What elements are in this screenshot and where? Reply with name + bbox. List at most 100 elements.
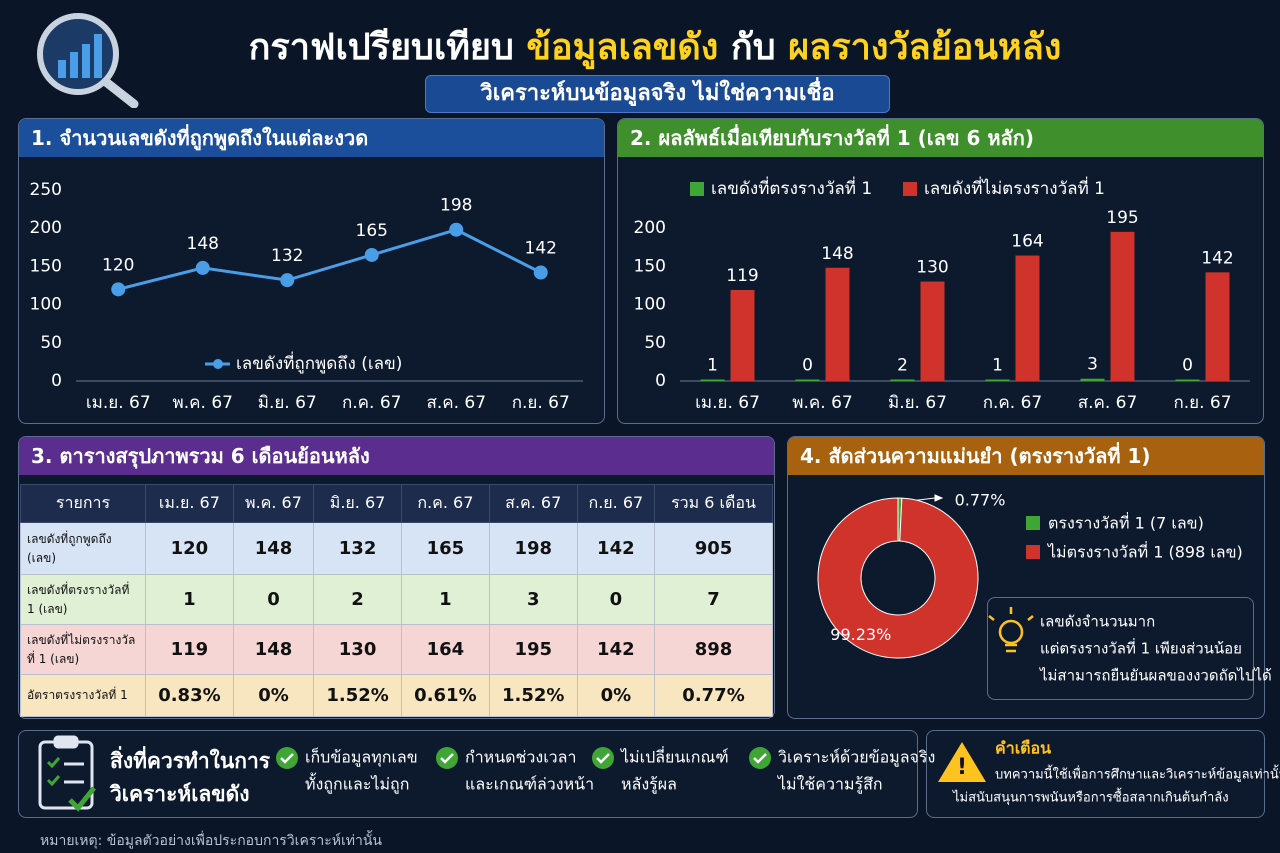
- table-cell: 905: [654, 522, 773, 575]
- table-cell: 1: [145, 574, 234, 625]
- table-row: อัตราตรงรางวัลที่ 1 0.83% 0% 1.52% 0.61% 1.52…: [20, 674, 773, 717]
- point: [111, 282, 126, 297]
- table-cell: 132: [313, 522, 402, 575]
- data-label: 148: [187, 234, 219, 254]
- y-tick-label: 0: [655, 371, 666, 391]
- annotation: ไม่สามารถยืนยันผลของงวดถัดไปได้: [1039, 667, 1272, 685]
- panel-title: 1. จำนวนเลขดังที่ถูกพูดถึงในแต่ละงวด: [19, 119, 604, 157]
- bar: [1205, 272, 1230, 381]
- bar: [730, 289, 755, 381]
- legend-label: ไม่ตรงรางวัลที่ 1 (898 เลข): [1046, 541, 1243, 562]
- table-cell: เลขดังที่ถูกพูดถึง (เลข): [20, 522, 146, 575]
- table-cell: 148: [232, 522, 315, 575]
- table-cell: 195: [488, 624, 578, 675]
- table-cell: 0.77%: [654, 674, 773, 717]
- x-tick-label: มิ.ย. 67: [888, 393, 947, 413]
- panel-title: 3. ตารางสรุปภาพรวม 6 เดือนย้อนหลัง: [19, 437, 774, 475]
- check-icon: [436, 747, 458, 769]
- data-label: 195: [1106, 208, 1138, 228]
- annotation: แต่ตรงรางวัลที่ 1 เพียงส่วนน้อย: [1040, 638, 1242, 658]
- data-label: 142: [525, 239, 557, 259]
- subtitle: วิเคราะห์บนข้อมูลจริง ไม่ใช่ความเชื่อ: [425, 75, 890, 113]
- table-cell: 7: [654, 574, 773, 625]
- data-label: 0: [802, 356, 813, 376]
- checklist-item: หลังรู้ผล: [621, 775, 677, 795]
- data-label: 99.23%: [830, 625, 891, 644]
- point: [280, 273, 295, 288]
- bar: [1015, 255, 1040, 381]
- bar: [1175, 379, 1200, 381]
- check-mark: [753, 753, 767, 764]
- y-tick-label: 100: [30, 295, 62, 315]
- checklist-item: และเกณฑ์ล่วงหน้า: [465, 775, 594, 794]
- warning-box: [926, 730, 1265, 818]
- data-label: 119: [726, 266, 758, 286]
- x-tick-label: ก.ย. 67: [512, 393, 570, 413]
- annotation: เลขดังจำนวนมาก: [1040, 613, 1155, 631]
- table-cell: ก.ย. 67: [576, 484, 656, 523]
- bar: [1080, 378, 1105, 381]
- legend-label: เลขดังที่ตรงรางวัลที่ 1: [711, 176, 872, 199]
- y-tick-label: 50: [40, 333, 62, 353]
- data-label: 130: [916, 258, 948, 278]
- table-cell: รายการ: [20, 484, 146, 523]
- table-cell: 165: [400, 522, 490, 575]
- legend-swatch: [690, 182, 704, 196]
- table-cell: เม.ย. 67: [145, 484, 234, 523]
- panel-title: 4. สัดส่วนความแม่นยำ (ตรงรางวัลที่ 1): [788, 437, 1264, 475]
- footnote: หมายเหตุ: ข้อมูลตัวอย่างเพื่อประกอบการวิ…: [40, 833, 382, 849]
- data-label: 142: [1201, 248, 1233, 268]
- table-cell: มิ.ย. 67: [313, 484, 402, 523]
- table-cell: 130: [313, 624, 402, 675]
- table-cell: รวม 6 เดือน: [654, 484, 773, 523]
- checklist-title: สิ่งที่ควรทำในการ: [110, 745, 271, 773]
- line: [117, 228, 542, 291]
- title-part: ข้อมูลเลขดัง: [526, 27, 719, 68]
- y-tick-label: 150: [30, 256, 62, 276]
- x-tick-label: ก.ค. 67: [983, 393, 1043, 413]
- point: [195, 260, 210, 275]
- clipboard-icon: [38, 735, 96, 812]
- table-cell: 1.52%: [488, 674, 578, 717]
- legend-swatch: [1026, 545, 1040, 559]
- table-cell: 0.61%: [400, 674, 490, 717]
- title-part: ผลรางวัลย้อนหลัง: [788, 27, 1062, 68]
- y-tick-label: 200: [634, 218, 666, 238]
- legend-marker: [213, 359, 223, 369]
- x-tick-label: ก.ค. 67: [342, 393, 402, 413]
- table-cell: 119: [145, 624, 234, 675]
- table-cell: 0.83%: [145, 674, 234, 717]
- table-cell: 0%: [232, 674, 315, 717]
- checklist-item: ไม่ใช้ความรู้สึก: [776, 775, 883, 795]
- check-icon: [276, 747, 298, 769]
- warning-icon: !: [938, 742, 986, 782]
- point: [364, 247, 379, 262]
- table-cell: 3: [488, 574, 578, 625]
- checklist-item: ทั้งถูกและไม่ถูก: [305, 773, 409, 795]
- table-cell: 0: [232, 574, 315, 625]
- table-cell: 142: [576, 624, 656, 675]
- table-cell: 120: [145, 522, 234, 575]
- table-cell: 142: [576, 522, 656, 575]
- table-cell: พ.ค. 67: [232, 484, 315, 523]
- bar: [890, 379, 915, 381]
- title-part: กราฟเปรียบเทียบ: [248, 27, 514, 68]
- title: กราฟเปรียบเทียบ ข้อมูลเลขดัง กับ ผลรางวั…: [150, 18, 1160, 75]
- data-label: 132: [271, 246, 303, 266]
- check-icon: [749, 747, 771, 769]
- warning-line: บทความนี้ใช้เพื่อการศึกษาและวิเคราะห์ข้อ…: [995, 765, 1280, 783]
- legend-swatch: [903, 182, 917, 196]
- table-row: เลขดังที่ไม่ตรงรางวัลที่ 1 (เลข) 119 148 13…: [20, 624, 773, 675]
- table-cell: 1.52%: [313, 674, 402, 717]
- legend-label: ตรงรางวัลที่ 1 (7 เลข): [1048, 512, 1204, 533]
- table-cell: 164: [400, 624, 490, 675]
- logo-icon: [37, 13, 139, 108]
- bar: [825, 267, 850, 381]
- bar: [985, 379, 1010, 381]
- check-mark: [596, 753, 610, 764]
- x-tick-label: เม.ย. 67: [695, 393, 760, 413]
- legend-swatch: [1026, 516, 1040, 530]
- y-tick-label: 250: [30, 180, 62, 200]
- panel-line: 1. จำนวนเลขดังที่ถูกพูดถึงในแต่ละงวด: [18, 118, 605, 424]
